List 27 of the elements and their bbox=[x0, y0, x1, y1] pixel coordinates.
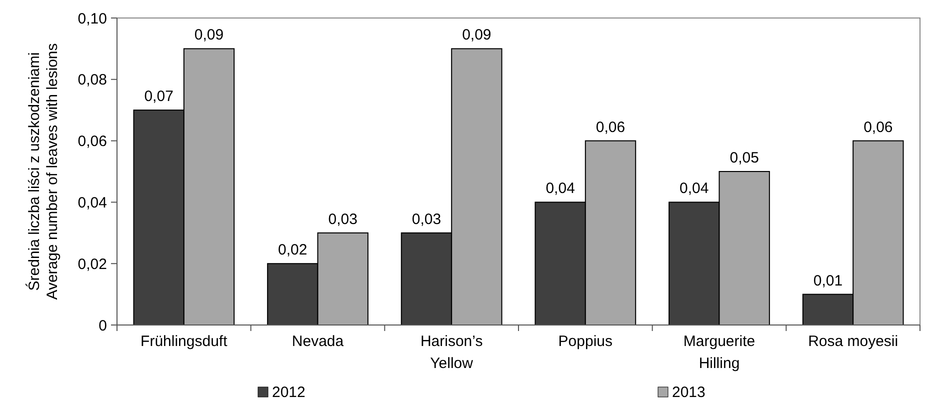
data-label: 0,09 bbox=[462, 26, 492, 44]
legend-label: 2012 bbox=[272, 384, 306, 401]
y-axis-title: Średnia liczba liści z uszkodzeniami Average number of leaves with lesions bbox=[25, 43, 61, 300]
y-tick-label: 0,06 bbox=[78, 133, 107, 150]
x-tick-label: Poppius bbox=[558, 333, 613, 350]
data-label: 0,09 bbox=[194, 26, 224, 44]
y-tick-label: 0,04 bbox=[78, 194, 107, 212]
data-label: 0,06 bbox=[596, 118, 626, 136]
y-tick-label: 0 bbox=[98, 317, 107, 334]
x-tick-label: Frühlingsduft bbox=[140, 333, 228, 350]
data-label: 0,02 bbox=[278, 242, 308, 259]
data-label: 0,01 bbox=[813, 272, 843, 290]
x-tick-label: Marguerite Hilling bbox=[683, 333, 756, 372]
legend-label: 2013 bbox=[672, 384, 706, 401]
data-label: 0,07 bbox=[144, 88, 174, 106]
x-tick-label: Rosa moyesii bbox=[808, 333, 898, 350]
data-label: 0,04 bbox=[546, 180, 575, 198]
x-tick-label: Harison’s Yellow bbox=[420, 333, 483, 372]
y-tick-label: 0,02 bbox=[78, 256, 107, 273]
data-label: 0,04 bbox=[680, 180, 709, 198]
data-label: 0,05 bbox=[730, 150, 759, 166]
y-tick-label: 0,10 bbox=[78, 10, 107, 28]
data-label: 0,03 bbox=[328, 210, 358, 228]
data-label: 0,06 bbox=[864, 118, 893, 136]
x-tick-label: Nevada bbox=[292, 333, 344, 350]
y-tick-label: 0,08 bbox=[78, 72, 107, 89]
data-label: 0,03 bbox=[412, 210, 442, 228]
